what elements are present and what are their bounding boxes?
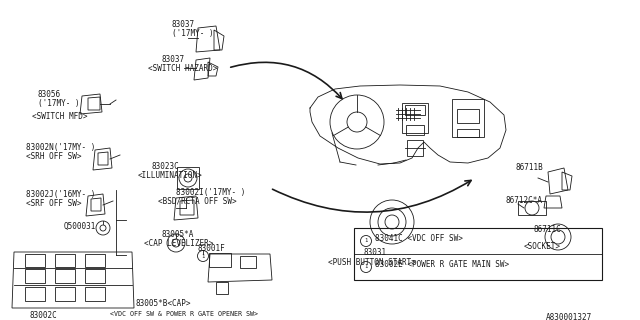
Text: Q500031: Q500031 xyxy=(64,222,97,231)
Text: 1: 1 xyxy=(202,253,205,259)
Text: 83023C: 83023C xyxy=(152,162,180,171)
Text: A830001327: A830001327 xyxy=(546,313,592,320)
Text: 1: 1 xyxy=(364,238,367,244)
Text: 83056: 83056 xyxy=(38,90,61,99)
Text: 83031: 83031 xyxy=(363,248,386,257)
Bar xyxy=(405,105,425,115)
Bar xyxy=(452,99,484,137)
Text: ('17MY- ): ('17MY- ) xyxy=(172,29,214,38)
Text: 83002J('16MY- ): 83002J('16MY- ) xyxy=(26,190,95,199)
Text: 83037: 83037 xyxy=(162,55,185,64)
Bar xyxy=(25,253,45,267)
Text: 86711C: 86711C xyxy=(534,225,562,234)
Text: 83002N('17MY- ): 83002N('17MY- ) xyxy=(26,143,95,152)
Text: ('17MY- ): ('17MY- ) xyxy=(38,99,79,108)
Text: 83005*B<CAP>: 83005*B<CAP> xyxy=(136,299,191,308)
Text: <PUSH BUTTON START>: <PUSH BUTTON START> xyxy=(328,258,416,267)
Text: <SWITCH MFD>: <SWITCH MFD> xyxy=(32,112,88,121)
Bar xyxy=(406,125,424,135)
Text: <SRH OFF SW>: <SRH OFF SW> xyxy=(26,152,81,161)
Bar xyxy=(457,129,479,137)
Bar xyxy=(177,167,199,189)
Bar xyxy=(240,256,256,268)
Bar xyxy=(209,253,231,267)
Text: 83037: 83037 xyxy=(172,20,195,29)
Bar xyxy=(55,269,75,283)
Text: 83002I('17MY- ): 83002I('17MY- ) xyxy=(176,188,245,197)
Text: <CAP LEVELIZER>: <CAP LEVELIZER> xyxy=(144,239,213,248)
Text: <SOCKET>: <SOCKET> xyxy=(524,242,561,251)
Bar xyxy=(457,109,479,123)
Text: 83041C <VDC OFF SW>: 83041C <VDC OFF SW> xyxy=(375,234,463,243)
Text: <SRF OFF SW>: <SRF OFF SW> xyxy=(26,199,81,208)
Text: <SWITCH HAZARD>: <SWITCH HAZARD> xyxy=(148,64,218,73)
Text: <VDC OFF SW & POWER R GATE OPENER SW>: <VDC OFF SW & POWER R GATE OPENER SW> xyxy=(110,311,258,317)
Text: 83002C: 83002C xyxy=(30,311,58,320)
Text: 83005*A: 83005*A xyxy=(162,230,195,239)
Bar xyxy=(55,287,75,301)
Bar xyxy=(25,287,45,301)
Bar xyxy=(25,269,45,283)
Text: 83002E <POWER R GATE MAIN SW>: 83002E <POWER R GATE MAIN SW> xyxy=(375,260,509,269)
Text: 83001F: 83001F xyxy=(198,244,226,253)
Text: <ILLUMINATION>: <ILLUMINATION> xyxy=(138,171,203,180)
Bar xyxy=(354,228,602,280)
Bar xyxy=(55,253,75,267)
Bar xyxy=(85,287,105,301)
Text: 86712C*A: 86712C*A xyxy=(505,196,542,205)
Bar xyxy=(402,103,428,133)
Text: <BSD/RCTA OFF SW>: <BSD/RCTA OFF SW> xyxy=(158,197,237,206)
Bar xyxy=(85,253,105,267)
Text: 1: 1 xyxy=(364,265,367,269)
Text: 86711B: 86711B xyxy=(516,163,544,172)
Bar xyxy=(407,140,423,156)
Bar xyxy=(518,201,546,215)
Bar xyxy=(85,269,105,283)
